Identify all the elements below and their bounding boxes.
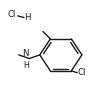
Text: H: H bbox=[25, 13, 31, 23]
Text: N: N bbox=[22, 49, 29, 58]
Text: Cl: Cl bbox=[78, 68, 86, 77]
Text: Cl: Cl bbox=[8, 10, 16, 19]
Text: H: H bbox=[23, 61, 29, 70]
